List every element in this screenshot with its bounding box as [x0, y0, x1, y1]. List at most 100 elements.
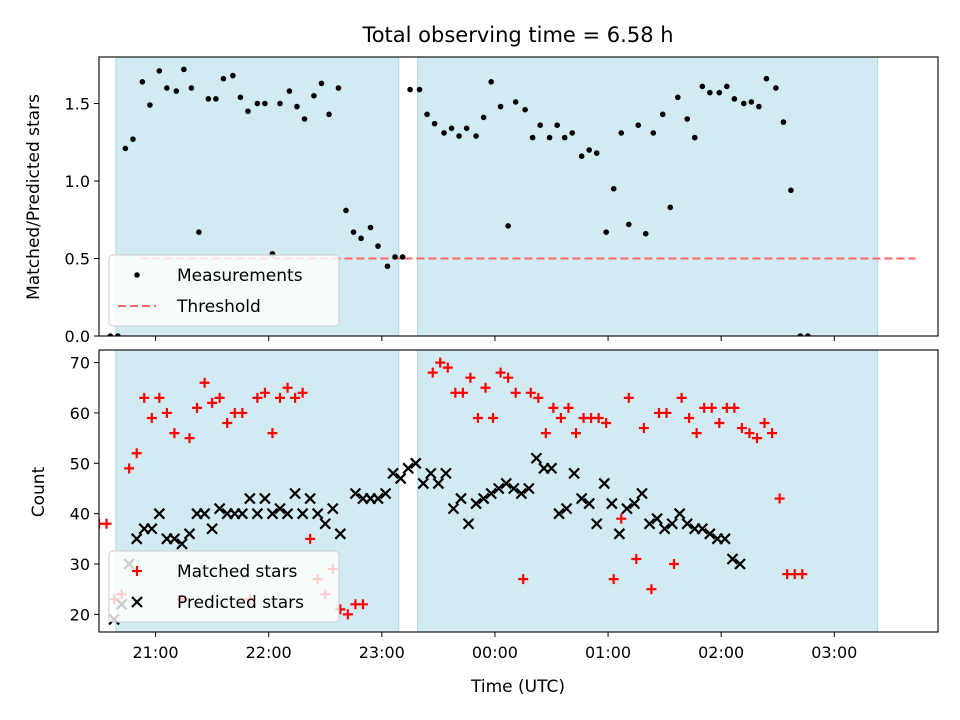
- measurement-point: [707, 89, 713, 96]
- bottom-y-tick-label: 60: [70, 404, 90, 423]
- measurement-point: [220, 75, 227, 82]
- matched-star-point: [729, 402, 740, 413]
- top-legend-box: [108, 254, 340, 327]
- measurement-point: [441, 130, 447, 136]
- measurement-point: [156, 68, 163, 74]
- matched-star-point: [207, 397, 218, 408]
- measurement-point: [635, 122, 642, 128]
- measurement-point: [358, 235, 364, 242]
- matched-star-point: [184, 433, 195, 444]
- matched-star-point: [237, 407, 248, 418]
- predicted-star-point: [402, 462, 414, 475]
- predicted-star-point: [281, 507, 294, 520]
- measurement-point: [237, 94, 244, 101]
- measurement-point: [488, 79, 494, 85]
- predicted-star-point: [613, 528, 626, 540]
- top-y-tick-label: 0.5: [65, 250, 90, 269]
- predicted-star-point: [146, 522, 158, 535]
- matched-star-point: [608, 574, 619, 585]
- bottom-axes-frame: [98, 349, 939, 633]
- matched-star-point: [736, 423, 747, 434]
- predicted-star-point: [251, 507, 264, 520]
- matched-star-point: [767, 428, 778, 439]
- matched-star-point: [169, 428, 180, 439]
- matched-star-point: [124, 463, 135, 474]
- matched-star-point: [774, 493, 785, 504]
- predicted-star-point: [394, 472, 407, 485]
- measurement-point: [431, 120, 438, 127]
- matched-star-point: [154, 392, 165, 403]
- matched-star-point: [342, 609, 353, 620]
- predicted-star-point: [266, 507, 279, 520]
- measurement-point: [294, 103, 300, 110]
- matched-star-point: [252, 392, 263, 403]
- predicted-star-point: [696, 522, 709, 535]
- measurement-point: [578, 153, 585, 159]
- measurement-point: [625, 221, 632, 228]
- matched-star-point: [691, 428, 702, 439]
- measurement-point: [618, 130, 625, 136]
- matched-star-point: [161, 407, 172, 418]
- measurement-point: [311, 92, 317, 99]
- matched-star-point: [540, 428, 551, 439]
- measurement-point: [561, 134, 568, 141]
- x-tick-label: 03:00: [811, 643, 857, 662]
- measurement-point: [546, 134, 553, 141]
- measurement-point: [343, 207, 349, 214]
- predicted-star-point: [244, 492, 256, 505]
- predicted-star-point: [425, 467, 437, 480]
- bottom-legend-label: Predicted stars: [177, 593, 304, 613]
- chart-title: Total observing time = 6.58 h: [361, 23, 673, 47]
- measurement-point: [213, 96, 219, 102]
- measurement-point: [748, 99, 755, 105]
- top-legend-label: Measurements: [177, 266, 303, 286]
- matched-star-point: [676, 392, 687, 403]
- predicted-star-point: [447, 502, 460, 515]
- predicted-star-point: [432, 477, 445, 490]
- matched-star-point: [706, 402, 717, 413]
- measurement-point: [115, 333, 121, 336]
- measurement-point: [805, 333, 811, 336]
- measurement-point: [164, 85, 170, 91]
- predicted-star-point: [583, 497, 595, 510]
- predicted-star-point: [455, 492, 467, 505]
- predicted-star-point: [387, 467, 399, 480]
- measurement-point: [139, 79, 146, 85]
- matched-star-point: [192, 402, 203, 413]
- predicted-star-point: [206, 522, 218, 535]
- measurement-point: [667, 204, 674, 211]
- measurement-point: [716, 89, 723, 96]
- x-tick-label: 21:00: [133, 643, 179, 662]
- matched-star-point: [669, 559, 680, 570]
- predicted-star-point: [545, 462, 558, 475]
- top-y-axis-label: Matched/Predicted stars: [24, 94, 44, 300]
- matched-star-point: [101, 518, 112, 529]
- predicted-star-point: [500, 477, 513, 490]
- predicted-star-point: [409, 457, 422, 470]
- matched-star-point: [714, 418, 725, 429]
- top-axes-frame: [98, 56, 939, 337]
- matched-star-point: [495, 367, 506, 378]
- measurement-point: [173, 88, 180, 94]
- matched-star-point: [146, 412, 157, 423]
- measurement-point: [367, 224, 374, 231]
- matched-star-point: [457, 387, 468, 398]
- measurement-point: [122, 145, 129, 152]
- predicted-star-point: [523, 482, 535, 495]
- top-series-measurements: [107, 66, 811, 336]
- predicted-star-point: [726, 553, 739, 565]
- matched-star-point: [222, 418, 233, 429]
- measurement-point: [188, 85, 195, 91]
- measurement-point: [537, 122, 543, 128]
- predicted-star-point: [553, 507, 565, 520]
- measurement-point: [350, 229, 357, 235]
- measurement-point: [196, 229, 202, 235]
- matched-star-point: [631, 553, 642, 564]
- predicted-star-point: [628, 497, 641, 510]
- legend-marker-matched: [132, 566, 142, 576]
- matched-star-point: [563, 402, 574, 413]
- measurement-point: [318, 80, 325, 87]
- measurement-point: [456, 133, 462, 139]
- matched-star-point: [357, 599, 368, 610]
